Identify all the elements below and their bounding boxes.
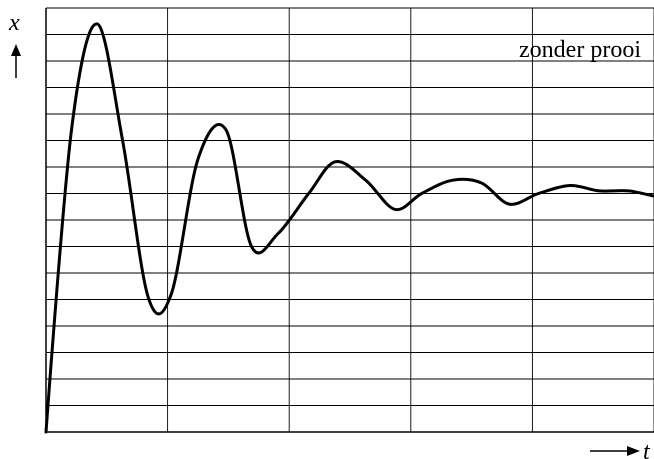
annotation-zonder-prooi: zonder prooi — [519, 37, 641, 63]
grid-lines — [46, 7, 654, 432]
series-line — [44, 22, 654, 434]
y-axis-label: x — [8, 10, 20, 36]
y-axis-arrow — [11, 44, 21, 78]
x-axis-label: t — [643, 439, 651, 459]
x-axis-arrow — [590, 446, 640, 456]
